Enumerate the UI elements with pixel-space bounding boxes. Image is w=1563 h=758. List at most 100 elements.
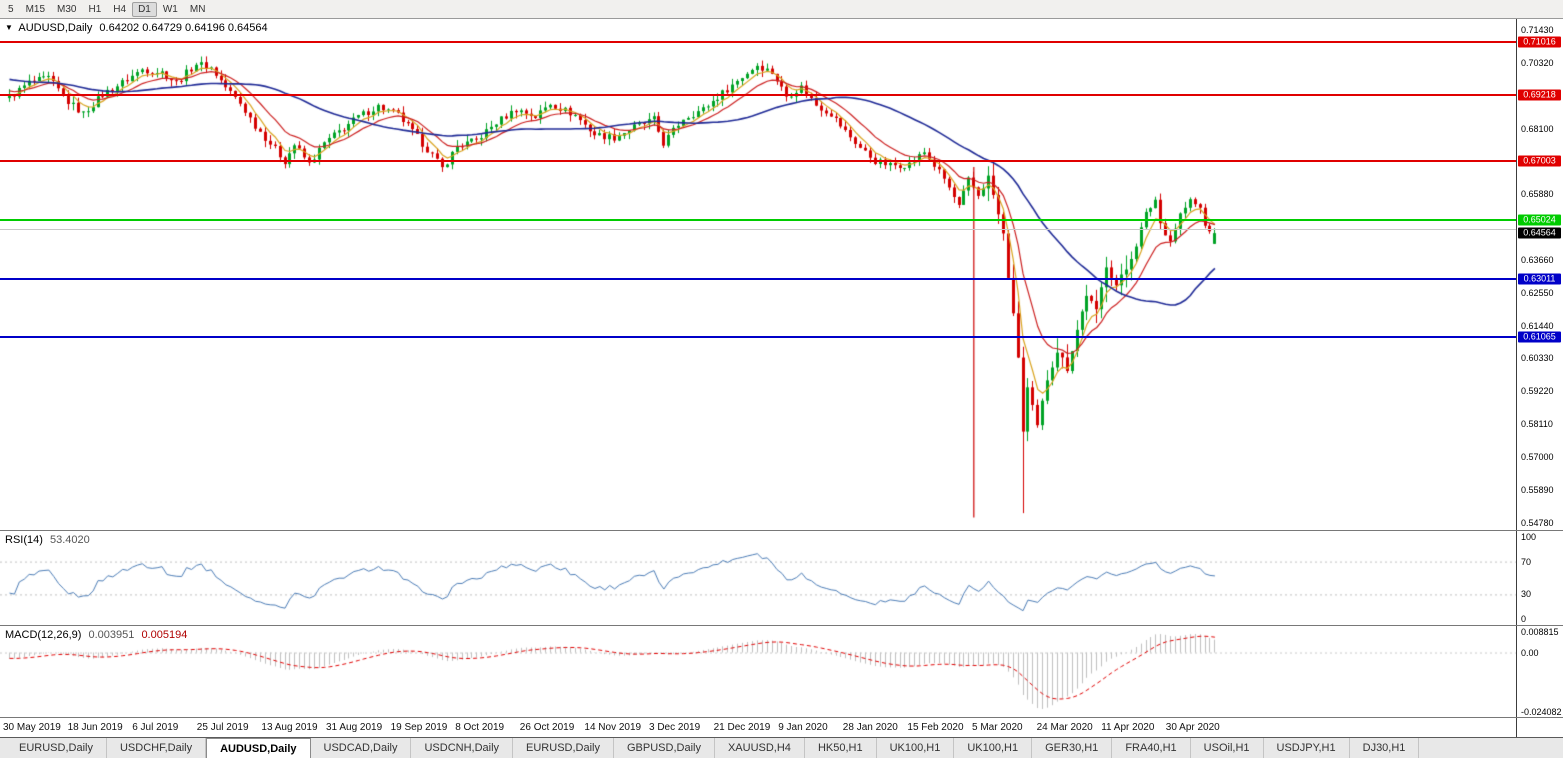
rsi-axis: 100 70 30 0 <box>1516 531 1563 625</box>
rsi-axis-tick: 70 <box>1521 556 1532 567</box>
time-axis-label: 19 Sep 2019 <box>390 722 448 733</box>
rsi-axis-tick: 30 <box>1521 589 1532 600</box>
level-price-badge: 0.71016 <box>1518 36 1561 48</box>
level-price-badge: 0.67003 <box>1518 155 1561 167</box>
level-price-badge: 0.69218 <box>1518 89 1561 101</box>
chart-tab-eurusd-daily[interactable]: EURUSD,Daily <box>6 738 107 758</box>
level-price-badge: 0.61065 <box>1518 331 1561 343</box>
level-price-badge: 0.65024 <box>1518 214 1561 226</box>
horizontal-level-line[interactable] <box>0 41 1516 44</box>
price-axis-tick: 0.63660 <box>1521 254 1554 265</box>
price-chart-canvas[interactable] <box>0 19 1516 530</box>
timeframe-button-MN[interactable]: MN <box>189 3 206 15</box>
price-axis-tick: 0.55890 <box>1521 484 1554 495</box>
macd-axis-tick: -0.024082 <box>1521 707 1562 717</box>
time-axis-label: 11 Apr 2020 <box>1101 722 1155 733</box>
chart-symbol-label: AUDUSD,Daily <box>18 22 93 34</box>
time-axis-label: 31 Aug 2019 <box>326 722 383 733</box>
chart-tab-fra40-h1[interactable]: FRA40,H1 <box>1112 738 1191 758</box>
collapse-triangle-icon[interactable]: ▼ <box>5 23 13 32</box>
rsi-label: RSI(14) <box>5 534 43 546</box>
time-axis-label: 13 Aug 2019 <box>261 722 318 733</box>
chart-tab-usdchf-daily[interactable]: USDCHF,Daily <box>107 738 207 758</box>
macd-header: MACD(12,26,9) 0.003951 0.005194 <box>5 629 187 641</box>
chart-tab-xauusd-h4[interactable]: XAUUSD,H4 <box>715 738 805 758</box>
price-axis-tick: 0.57000 <box>1521 451 1554 462</box>
price-axis-tick: 0.61440 <box>1521 320 1554 331</box>
chart-tab-hk50-h1[interactable]: HK50,H1 <box>805 738 877 758</box>
timeframe-button-M15[interactable]: M15 <box>25 3 46 15</box>
chart-tab-usdjpy-h1[interactable]: USDJPY,H1 <box>1264 738 1350 758</box>
timeframe-button-5[interactable]: 5 <box>8 3 14 15</box>
time-axis-label: 24 Mar 2020 <box>1036 722 1093 733</box>
macd-canvas[interactable] <box>0 626 1516 717</box>
macd-signal-value: 0.005194 <box>141 629 188 641</box>
chart-header: ▼ AUDUSD,Daily 0.64202 0.64729 0.64196 0… <box>5 22 268 34</box>
horizontal-level-line[interactable] <box>0 94 1516 97</box>
price-axis: 0.71430 0.70320 0.68100 0.65880 0.63660 0.625… <box>1516 19 1563 530</box>
rsi-axis-tick: 0 <box>1521 614 1527 624</box>
chart-tab-uk100-h1[interactable]: UK100,H1 <box>954 738 1033 758</box>
price-axis-tick: 0.59220 <box>1521 386 1554 397</box>
chart-tab-eurusd-daily[interactable]: EURUSD,Daily <box>513 738 614 758</box>
horizontal-level-line[interactable] <box>0 228 1516 230</box>
time-axis-label: 5 Mar 2020 <box>972 722 1023 733</box>
time-axis-label: 30 May 2019 <box>3 722 61 733</box>
horizontal-level-line[interactable] <box>0 159 1516 162</box>
horizontal-level-line[interactable] <box>0 218 1516 221</box>
timeframe-toolbar: 5 M15 M30 H1 H4 D1 W1 MN <box>0 0 1563 19</box>
macd-axis-tick: 0.00 <box>1521 647 1539 658</box>
time-axis: 30 May 2019 18 Jun 2019 6 Jul 2019 25 Jul 2… <box>0 718 1563 738</box>
price-axis-tick: 0.60330 <box>1521 353 1554 364</box>
macd-axis-tick: 0.008815 <box>1521 627 1559 637</box>
current-price-badge: 0.64564 <box>1518 227 1561 239</box>
chart-ohlc-values: 0.64202 0.64729 0.64196 0.64564 <box>99 22 268 34</box>
rsi-header: RSI(14) 53.4020 <box>5 534 90 546</box>
time-axis-label: 3 Dec 2019 <box>649 722 701 733</box>
chart-tab-usoil-h1[interactable]: USOil,H1 <box>1191 738 1264 758</box>
horizontal-level-line[interactable] <box>0 278 1516 281</box>
chart-tab-ger30-h1[interactable]: GER30,H1 <box>1032 738 1113 758</box>
macd-axis: 0.008815 0.00 -0.024082 <box>1516 626 1563 717</box>
price-axis-tick: 0.54780 <box>1521 517 1554 528</box>
macd-main-value: 0.003951 <box>88 629 135 641</box>
time-axis-label: 25 Jul 2019 <box>196 722 249 733</box>
chart-tab-uk100-h1[interactable]: UK100,H1 <box>877 738 955 758</box>
rsi-canvas[interactable] <box>0 531 1516 625</box>
time-axis-corner <box>1516 718 1563 737</box>
level-price-badge: 0.63011 <box>1518 273 1561 285</box>
price-axis-tick: 0.62550 <box>1521 287 1554 298</box>
main-chart-panel: ▼ AUDUSD,Daily 0.64202 0.64729 0.64196 0… <box>0 19 1563 531</box>
chart-tab-usdcad-daily[interactable]: USDCAD,Daily <box>311 738 412 758</box>
chart-tab-audusd-daily[interactable]: AUDUSD,Daily <box>206 738 311 758</box>
time-axis-label: 14 Nov 2019 <box>584 722 642 733</box>
chart-tabs-bar: EURUSD,Daily USDCHF,Daily AUDUSD,Daily USDC… <box>0 738 1563 758</box>
time-axis-label: 18 Jun 2019 <box>67 722 123 733</box>
chart-tab-dj30-h1[interactable]: DJ30,H1 <box>1350 738 1420 758</box>
time-axis-label: 30 Apr 2020 <box>1165 722 1220 733</box>
timeframe-button-D1[interactable]: D1 <box>132 1 157 17</box>
chart-tab-gbpusd-daily[interactable]: GBPUSD,Daily <box>614 738 715 758</box>
rsi-value: 53.4020 <box>49 534 90 546</box>
price-axis-tick: 0.71430 <box>1521 25 1554 35</box>
timeframe-button-W1[interactable]: W1 <box>162 3 178 15</box>
price-axis-tick: 0.68100 <box>1521 123 1554 134</box>
price-axis-tick: 0.58110 <box>1521 419 1553 430</box>
rsi-axis-tick: 100 <box>1521 532 1537 542</box>
time-axis-label: 8 Oct 2019 <box>455 722 505 733</box>
timeframe-button-H4[interactable]: H4 <box>113 3 127 15</box>
timeframe-button-H1[interactable]: H1 <box>88 3 102 15</box>
time-axis-label: 9 Jan 2020 <box>778 722 828 733</box>
chart-tab-usdcnh-daily[interactable]: USDCNH,Daily <box>411 738 514 758</box>
horizontal-level-line[interactable] <box>0 335 1516 338</box>
rsi-indicator-panel: RSI(14) 53.4020 100 70 30 0 <box>0 531 1563 626</box>
timeframe-button-M30[interactable]: M30 <box>57 3 77 15</box>
time-axis-label: 15 Feb 2020 <box>907 722 964 733</box>
time-axis-label: 28 Jan 2020 <box>842 722 898 733</box>
time-axis-label: 21 Dec 2019 <box>713 722 771 733</box>
time-axis-label: 26 Oct 2019 <box>519 722 575 733</box>
price-axis-tick: 0.65880 <box>1521 189 1554 200</box>
macd-label: MACD(12,26,9) <box>5 629 82 641</box>
price-axis-tick: 0.70320 <box>1521 57 1554 68</box>
